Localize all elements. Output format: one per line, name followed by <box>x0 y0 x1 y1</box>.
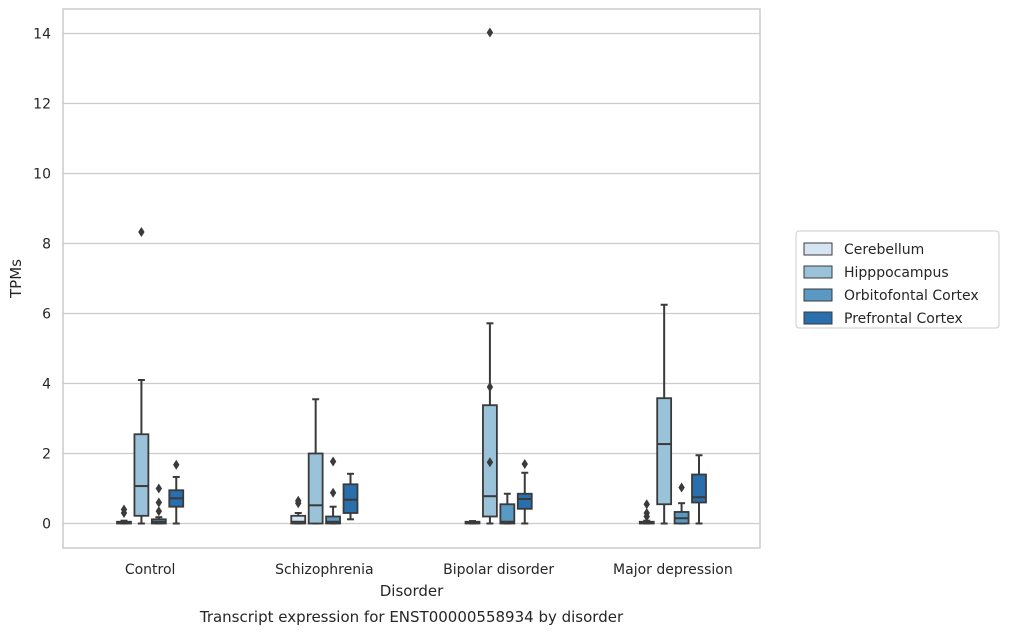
outlier-point <box>486 457 494 468</box>
outlier-point <box>521 459 528 469</box>
y-axis-label: TPMs <box>7 259 25 299</box>
y-tick-label: 10 <box>33 167 51 183</box>
box-orbitofontal-cortex <box>673 482 690 525</box>
box-hipppocampus <box>656 303 673 525</box>
outlier-point <box>155 497 163 508</box>
outlier-point <box>678 482 685 493</box>
outlier-point <box>120 504 128 515</box>
legend-item: Orbitofontal Cortex <box>803 288 979 304</box>
outlier-point <box>155 506 163 517</box>
box-orbitofontal-cortex <box>325 456 341 525</box>
y-tick-label: 6 <box>42 307 51 323</box>
gridlines <box>63 32 760 525</box>
box-cerebellum <box>290 495 307 525</box>
box-hipppocampus <box>482 27 498 525</box>
outlier-point <box>643 499 650 510</box>
legend-label: Orbitofontal Cortex <box>844 288 979 304</box>
box-cerebellum <box>464 520 481 525</box>
outlier-point <box>643 508 650 518</box>
x-tick-label: Control <box>125 562 176 578</box>
x-axis-ticks: Control Schizophrenia Bipolar disorder Majo… <box>125 562 733 578</box>
y-tick-label: 12 <box>33 97 51 113</box>
box <box>499 503 516 525</box>
legend-label: Prefrontal Cortex <box>844 311 963 327</box>
box-prefrontal-cortex <box>168 459 185 525</box>
y-axis-ticks: 0 2 4 6 8 10 12 14 <box>33 27 51 533</box>
legend-swatch <box>803 265 833 279</box>
outlier-point <box>295 495 302 506</box>
outlier-point <box>329 487 337 498</box>
legend: Cerebellum Hipppocampus Orbitofontal Cor… <box>795 230 1000 329</box>
box <box>342 483 359 514</box>
y-tick-label: 14 <box>33 27 51 43</box>
x-tick-label: Schizophrenia <box>275 562 373 578</box>
y-tick-label: 8 <box>42 237 51 253</box>
box <box>290 514 307 525</box>
box-cerebellum <box>116 504 132 525</box>
y-tick-label: 0 <box>42 517 51 533</box>
box-orbitofontal-cortex <box>499 492 516 525</box>
box <box>325 515 341 525</box>
y-tick-label: 2 <box>42 447 51 463</box>
outlier-point <box>155 483 163 494</box>
chart-caption: Transcript expression for ENST0000055893… <box>199 608 624 626</box>
outlier-point <box>486 27 494 38</box>
x-axis-label: Disorder <box>380 582 444 600</box>
y-tick-label: 4 <box>42 377 51 393</box>
outlier-point <box>173 459 180 470</box>
x-tick-label: Bipolar disorder <box>443 562 554 578</box>
box-orbitofontal-cortex <box>150 483 167 525</box>
box-prefrontal-cortex <box>342 472 359 521</box>
legend-item: Cerebellum <box>803 242 924 258</box>
legend-swatch <box>803 242 833 256</box>
box <box>516 492 533 510</box>
outlier-point <box>329 456 337 467</box>
box-hipppocampus <box>133 226 150 525</box>
legend-swatch <box>803 311 833 325</box>
x-tick-label: Major depression <box>613 562 733 578</box>
legend-label: Cerebellum <box>844 242 924 258</box>
outlier-point <box>486 382 494 392</box>
box-plot-area <box>116 27 707 525</box>
box-prefrontal-cortex <box>516 459 533 525</box>
box <box>656 397 673 506</box>
box-hipppocampus <box>307 398 324 525</box>
outlier-point <box>138 226 145 237</box>
box-cerebellum <box>638 499 655 525</box>
plot-frame <box>62 8 761 549</box>
legend-frame <box>795 230 1000 329</box>
legend-item: Hipppocampus <box>803 265 949 281</box>
box <box>133 433 150 517</box>
legend-label: Hipppocampus <box>844 265 949 281</box>
legend-swatch <box>803 288 833 302</box>
box-prefrontal-cortex <box>691 454 707 525</box>
legend-item: Prefrontal Cortex <box>803 311 963 327</box>
box <box>691 473 707 504</box>
box <box>307 452 324 525</box>
